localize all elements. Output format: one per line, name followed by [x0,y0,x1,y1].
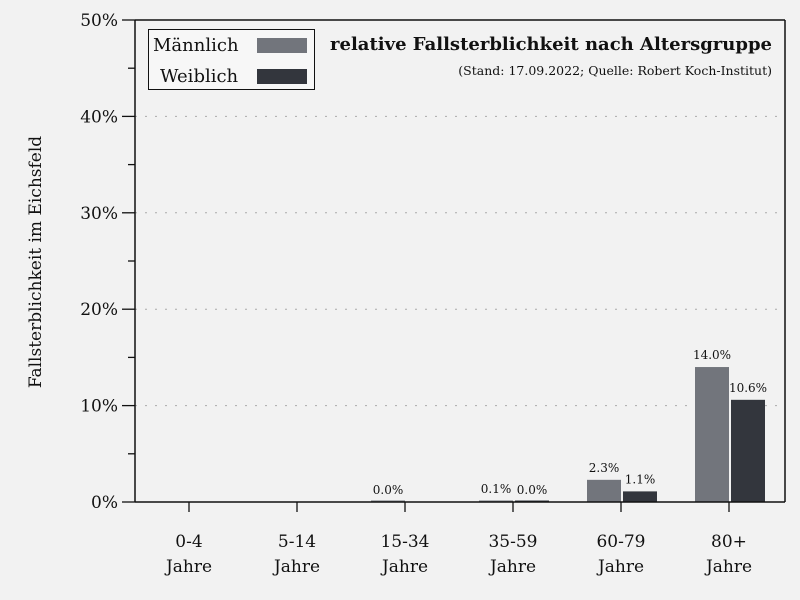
legend-label-female: Weiblich [160,66,239,87]
legend-swatch-male [257,38,307,53]
x-tick-label-unit: Jahre [596,557,644,577]
legend: Männlich Weiblich [148,29,315,90]
y-axis-label: Fallsterblichkeit im Eichsfeld [26,135,46,389]
y-tick-label: 40% [80,107,118,127]
bar-value-label: 0.0% [517,483,548,497]
bar-value-label: 14.0% [693,348,731,362]
x-tick-label: 35-59 [488,532,537,552]
x-tick-label-unit: Jahre [272,557,320,577]
bar-female [623,491,657,502]
bar-female [731,399,765,502]
x-tick-label-unit: Jahre [488,557,536,577]
x-tick-label-unit: Jahre [380,557,428,577]
y-tick-label: 30% [80,204,118,224]
y-tick-label: 20% [80,300,118,320]
x-tick-label: 5-14 [278,532,316,552]
chart-subtitle: (Stand: 17.09.2022; Quelle: Robert Koch-… [458,63,772,78]
x-tick-label-unit: Jahre [164,557,212,577]
x-tick-label: 60-79 [596,532,645,552]
y-tick-label: 10% [80,397,118,417]
chart-title: relative Fallsterblichkeit nach Altersgr… [330,34,772,55]
bar-value-label: 10.6% [729,381,767,395]
legend-swatch-female [257,69,307,84]
bar-value-label: 2.3% [589,461,620,475]
bar-value-label: 1.1% [625,472,656,486]
bar-value-label: 0.0% [373,483,404,497]
x-tick-label: 15-34 [380,532,429,552]
x-tick-label: 0-4 [175,532,202,552]
bar-male [587,479,621,502]
y-tick-label: 0% [91,493,118,513]
x-tick-label-unit: Jahre [704,557,752,577]
x-tick-label: 80+ [711,532,747,552]
bar-male [695,367,729,502]
bar-value-label: 0.1% [481,482,512,496]
legend-label-male: Männlich [153,35,239,56]
y-tick-label: 50% [80,11,118,31]
